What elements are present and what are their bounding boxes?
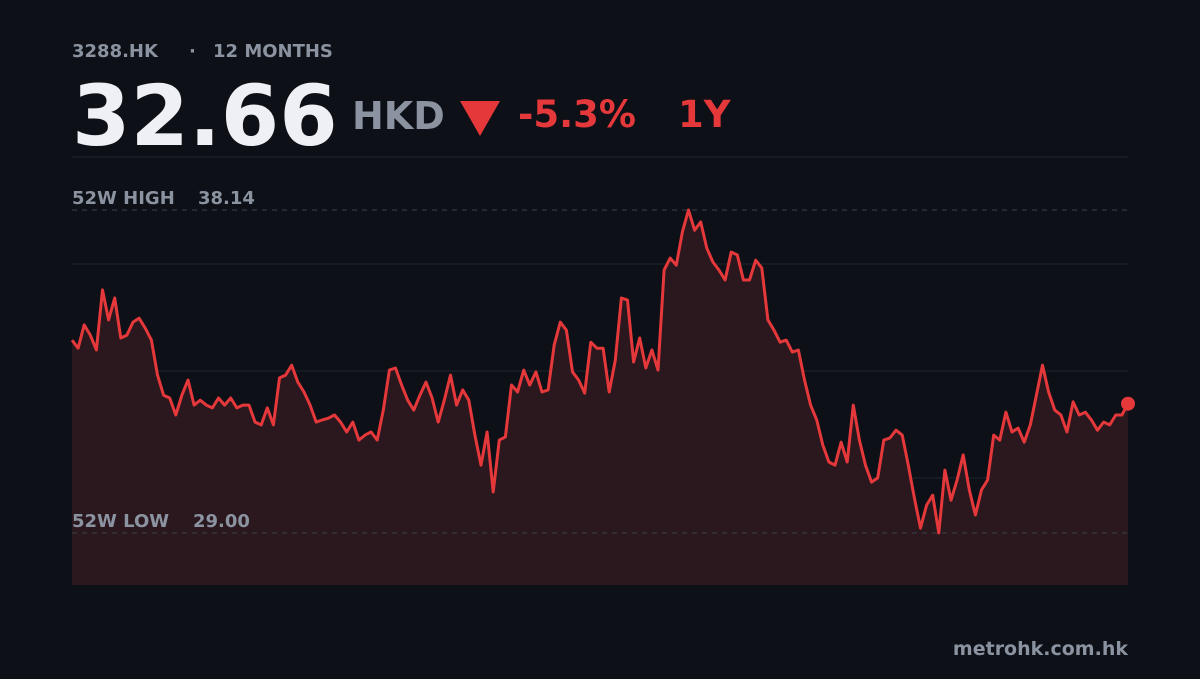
high-label: 52W HIGH xyxy=(72,188,175,209)
last-point xyxy=(1121,396,1135,411)
down-arrow xyxy=(460,101,500,136)
plot: 52W HIGH 38.14 52W LOW 29.00 xyxy=(70,188,1135,585)
currency: HKD xyxy=(352,94,445,138)
low-value: 29.00 xyxy=(193,511,250,532)
high-value: 38.14 xyxy=(198,188,255,209)
price: 32.66 xyxy=(72,67,338,165)
separator: · xyxy=(189,41,196,62)
footer-site: metrohk.com.hk xyxy=(953,638,1128,660)
period: 12 MONTHS xyxy=(213,41,333,62)
change: -5.3% xyxy=(518,93,636,136)
range: 1Y xyxy=(678,93,732,136)
area xyxy=(72,210,1128,585)
ticker: 3288.HK xyxy=(72,41,159,62)
low-label: 52W LOW xyxy=(72,511,169,532)
price-line xyxy=(70,208,1130,535)
